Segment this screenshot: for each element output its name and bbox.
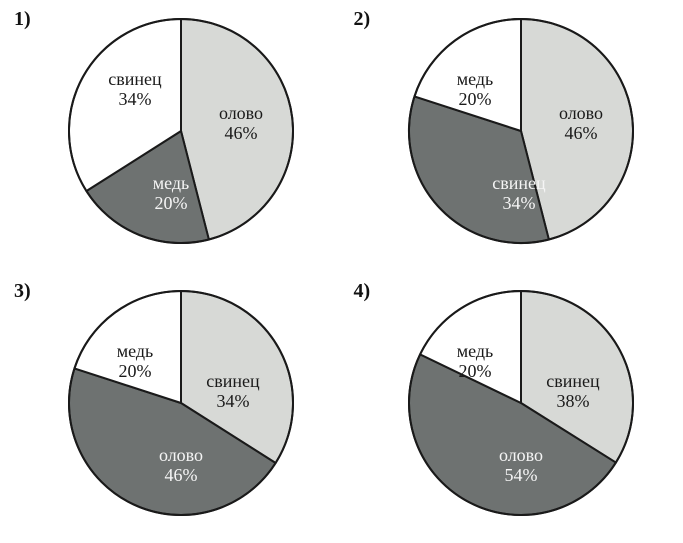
slice-label: медь20% [456, 341, 493, 381]
pie-svg: олово46%медь20%свинец34% [66, 16, 296, 246]
pie-svg: свинец38%олово54%медь20% [406, 288, 636, 518]
chart-cell-2: 2) олово46%свинец34%медь20% [352, 4, 672, 272]
slice-label: медь20% [117, 341, 154, 381]
pie-svg: олово46%свинец34%медь20% [406, 16, 636, 246]
chart-cell-4: 4) свинец38%олово54%медь20% [352, 276, 672, 543]
chart-cell-3: 3) свинец34%олово46%медь20% [12, 276, 332, 543]
pie-chart-2: олово46%свинец34%медь20% [406, 16, 636, 246]
pie-chart-1: олово46%медь20%свинец34% [66, 16, 296, 246]
pie-chart-3: свинец34%олово46%медь20% [66, 288, 296, 518]
slice-label: олово54% [498, 445, 542, 485]
slice-label: олово46% [558, 103, 602, 143]
slice-label: медь20% [153, 173, 190, 213]
slice-label: медь20% [456, 69, 493, 109]
pie-chart-4: свинец38%олово54%медь20% [406, 288, 636, 518]
pie-svg: свинец34%олово46%медь20% [66, 288, 296, 518]
slice-label: олово46% [219, 103, 263, 143]
chart-number: 2) [354, 8, 371, 31]
pie-chart-grid: 1) олово46%медь20%свинец34% 2) олово46%с… [0, 0, 683, 543]
chart-number: 3) [14, 280, 31, 303]
chart-number: 4) [354, 280, 371, 303]
chart-cell-1: 1) олово46%медь20%свинец34% [12, 4, 332, 272]
slice-label: олово46% [159, 445, 203, 485]
chart-number: 1) [14, 8, 31, 31]
